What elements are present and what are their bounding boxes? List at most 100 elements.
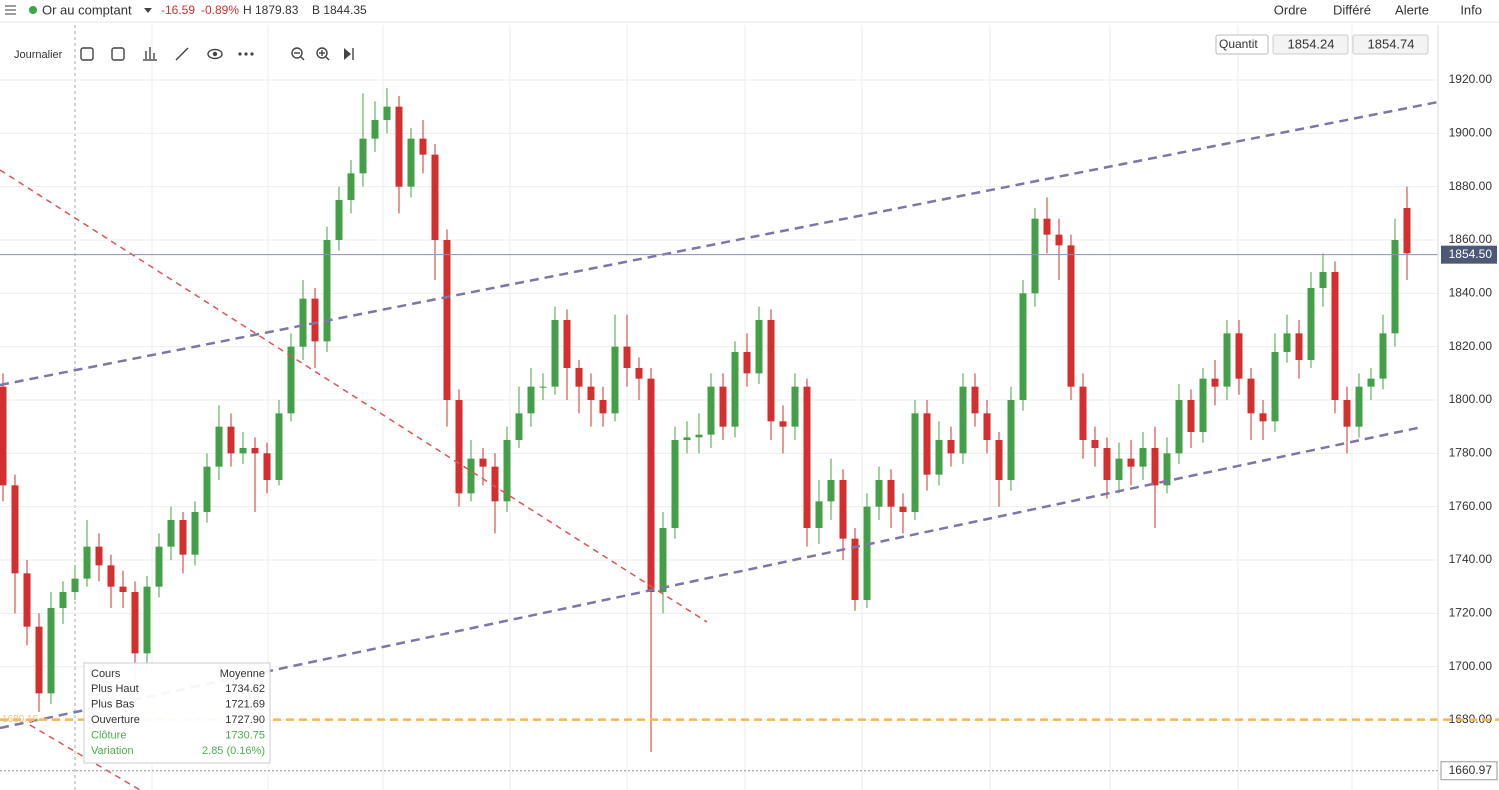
candle-body [371, 120, 379, 139]
change: -16.59 [161, 3, 195, 17]
menu-info[interactable]: Info [1460, 2, 1482, 17]
candle-body [1307, 288, 1315, 360]
candle-body [575, 368, 583, 387]
candle-body [911, 413, 919, 512]
candle-body [707, 386, 715, 435]
candle-body [1331, 272, 1339, 400]
tooltip-header: Cours [91, 668, 121, 680]
dropdown-arrow[interactable] [144, 8, 152, 13]
instrument-name[interactable]: Or au comptant [42, 2, 132, 17]
menu-ordre[interactable]: Ordre [1274, 2, 1307, 17]
y-tick-label: 1820.00 [1449, 339, 1493, 353]
candle-body [995, 440, 1003, 480]
candle-body [587, 386, 595, 400]
candle-body [47, 608, 55, 694]
candle-body [467, 458, 475, 494]
candle-body [71, 578, 79, 592]
candle-body [1079, 386, 1087, 440]
tooltip-header: Moyenne [220, 668, 265, 680]
candle-body [239, 448, 247, 454]
bid-button[interactable] [1272, 34, 1349, 55]
candle-body [1355, 386, 1363, 427]
candle-body [1403, 208, 1411, 254]
candle-body [491, 466, 499, 502]
candle-body [611, 346, 619, 414]
candle-body [959, 386, 967, 454]
candle-body [1067, 245, 1075, 387]
grid: 1680.001700.001720.001740.001760.001780.… [0, 72, 1492, 726]
candle-body [815, 501, 823, 528]
candle-body [299, 298, 307, 347]
candle-body [1091, 440, 1099, 448]
candle-body [1031, 218, 1039, 294]
tooltip-label: Ouverture [91, 714, 140, 726]
candle-body [1139, 448, 1147, 467]
last-price-label: 1854.50 [1449, 247, 1493, 261]
candle-body [1211, 378, 1219, 387]
candle-body [119, 586, 127, 592]
candle-body [83, 546, 91, 579]
candle-body [743, 352, 751, 374]
candle-body [275, 413, 283, 480]
candle-body [1199, 378, 1207, 432]
ask-price: 1854.74 [1368, 36, 1415, 51]
toolbar-icons[interactable] [80, 47, 354, 61]
y-tick-label: 1860.00 [1449, 232, 1493, 246]
candle-body [383, 106, 391, 120]
tooltip-value: 2.85 (0.16%) [202, 745, 265, 757]
menu-differe[interactable]: Différé [1333, 2, 1371, 17]
more-icon[interactable] [238, 52, 254, 56]
tooltip-value: 1730.75 [225, 729, 265, 741]
candle-body [695, 434, 703, 438]
candle-body [899, 506, 907, 512]
candle-body [131, 592, 139, 654]
day-high: H 1879.83 [243, 3, 299, 17]
candle-body [0, 386, 7, 486]
candle-body [311, 298, 319, 342]
candle-body [191, 512, 199, 555]
candle-body [1271, 352, 1279, 422]
candle-body [1343, 400, 1351, 427]
y-tick-label: 1780.00 [1449, 446, 1493, 460]
candle-body [599, 400, 607, 414]
y-tick-label: 1700.00 [1449, 659, 1493, 673]
range-low-tag [1440, 761, 1498, 781]
quantity-input[interactable] [1215, 34, 1269, 55]
candle-body [1175, 400, 1183, 454]
menu-alerte[interactable]: Alerte [1395, 2, 1429, 17]
candle-body [887, 480, 895, 507]
candle-body [719, 386, 727, 427]
candle-body [935, 440, 943, 475]
eye-pupil [212, 51, 218, 57]
candle-body [731, 352, 739, 427]
range-low-label: 1660.97 [1449, 763, 1493, 777]
candle-body [1127, 458, 1135, 467]
play-icon[interactable] [344, 48, 351, 60]
last-price-tag [1441, 245, 1497, 264]
menu-icon[interactable] [5, 5, 16, 15]
candle-body [947, 440, 955, 454]
y-tick-label: 1840.00 [1449, 286, 1493, 300]
candle-body [779, 421, 787, 427]
alert-label: 1680.15 [2, 714, 39, 725]
resistance-lines [0, 169, 708, 790]
ask-button[interactable] [1352, 34, 1429, 55]
candle-body [1391, 240, 1399, 334]
y-tick-label: 1880.00 [1449, 179, 1493, 193]
tooltip-label: Clôture [91, 729, 126, 741]
candle-body [983, 413, 991, 440]
candle-body [1019, 293, 1027, 400]
candle-body [1295, 333, 1303, 360]
candle-body [1247, 378, 1255, 414]
candle-body [1187, 400, 1195, 432]
candle-body [227, 426, 235, 454]
candle-body [971, 386, 979, 414]
vertical-grid [151, 25, 1353, 790]
candle-body [155, 546, 163, 587]
candle-body [1103, 448, 1111, 480]
interval[interactable]: Journalier [14, 49, 63, 61]
header-bar [0, 0, 1499, 22]
candle-body [1283, 333, 1291, 352]
candle-body [431, 154, 439, 240]
